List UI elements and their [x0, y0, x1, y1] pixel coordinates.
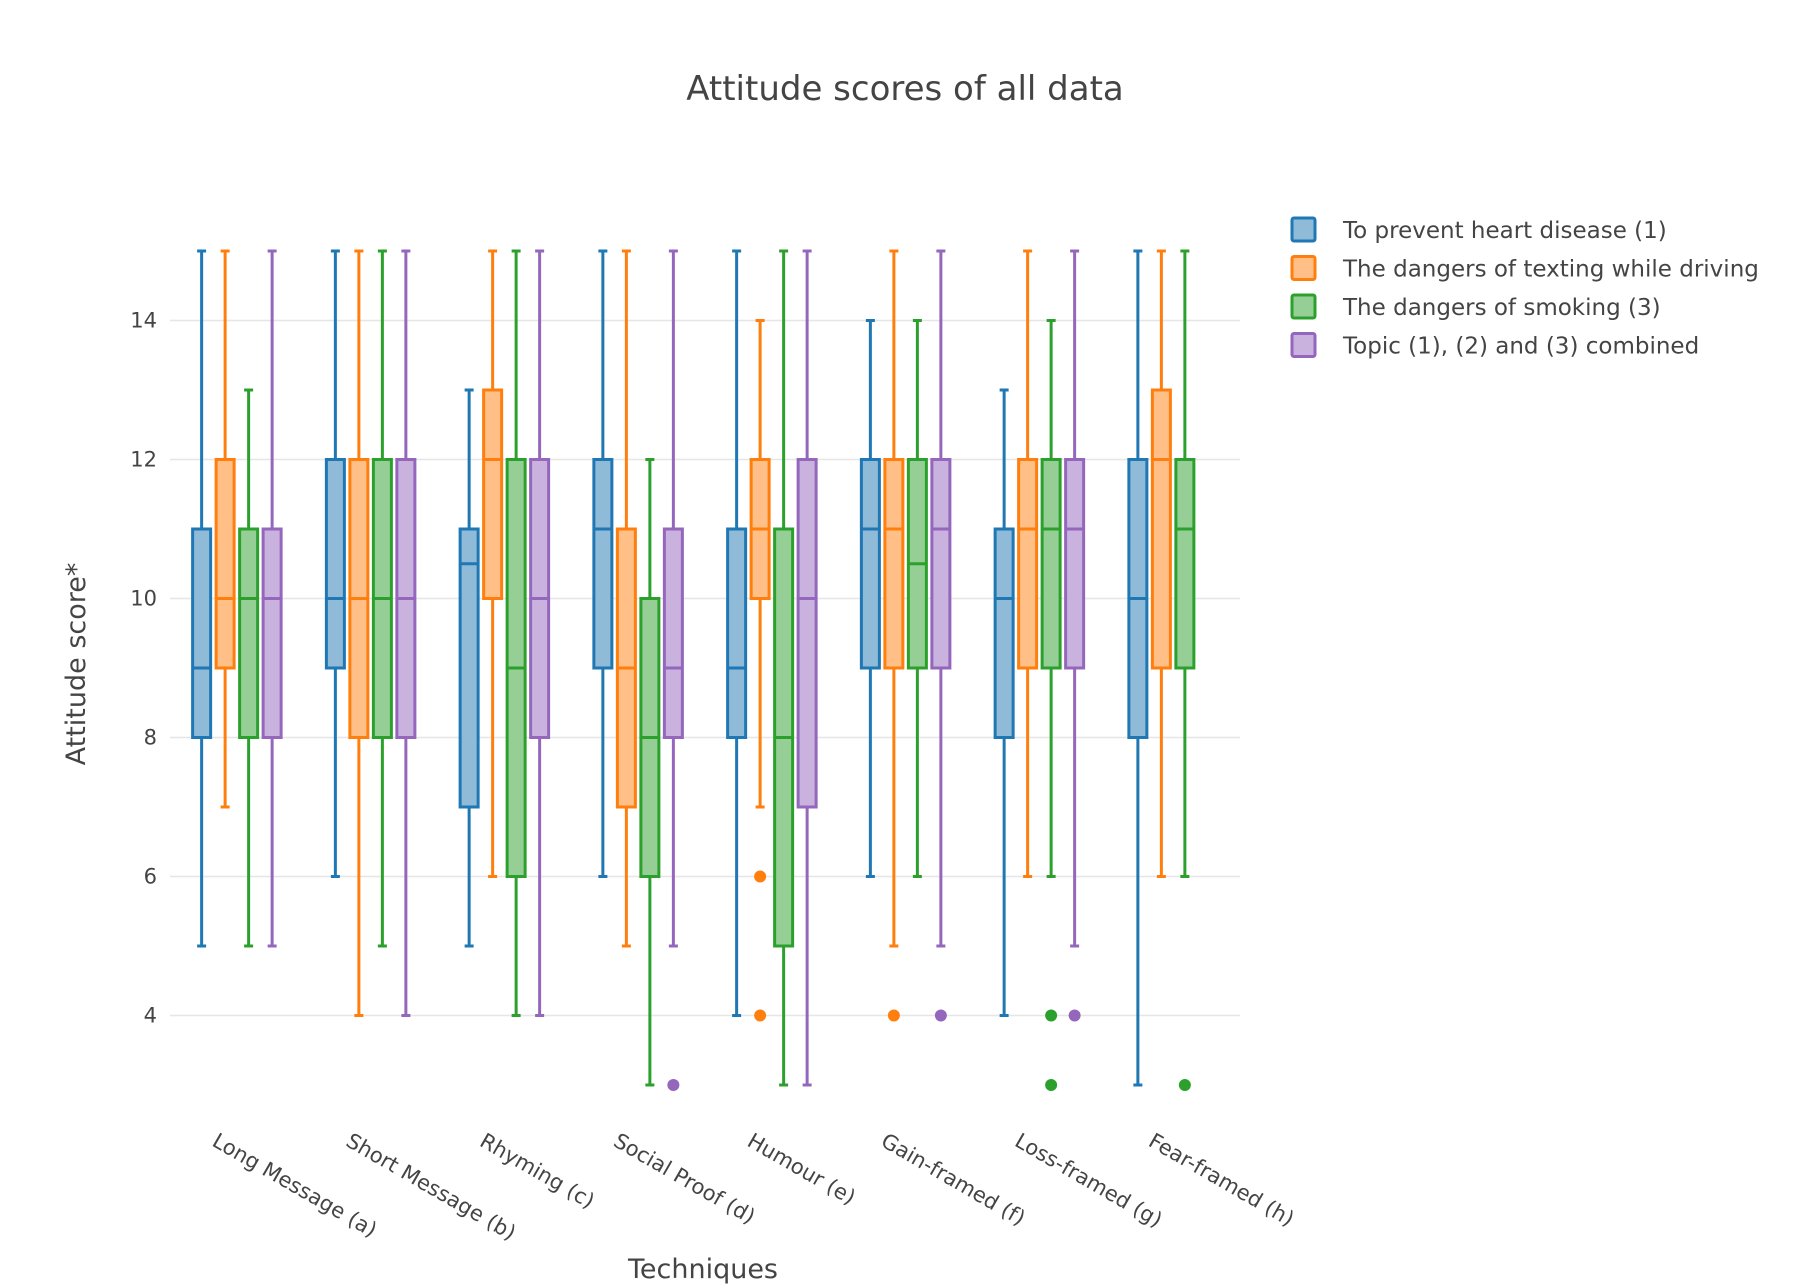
- iqr-box: [993, 527, 1015, 739]
- iqr-box: [458, 527, 480, 809]
- iqr-box: [1064, 458, 1086, 670]
- legend-label: The dangers of smoking (3): [1342, 295, 1661, 321]
- box-1-3: [458, 388, 480, 948]
- iqr-box: [662, 527, 684, 739]
- box-1-7: [993, 388, 1015, 1017]
- iqr-box: [482, 388, 504, 600]
- x-tick-label: Social Proof (d): [610, 1129, 760, 1229]
- box-1-4: [592, 249, 614, 878]
- box-3-4: [639, 458, 661, 1087]
- box-1-5: [726, 249, 748, 1017]
- outlier-point: [1068, 1009, 1081, 1022]
- box-4-3: [529, 249, 551, 1017]
- iqr-box: [796, 458, 818, 809]
- y-axis-ticks: 4 6 8 10 12 14: [130, 309, 157, 1028]
- y-tick-label: 4: [144, 1004, 157, 1028]
- box-2-4: [615, 249, 637, 948]
- y-tick-label: 10: [130, 587, 157, 611]
- iqr-box: [1040, 458, 1062, 670]
- legend-swatch: [1290, 332, 1317, 358]
- box-3-5: [773, 249, 795, 1087]
- x-tick-label: Fear-framed (h): [1145, 1129, 1299, 1232]
- iqr-box: [859, 458, 881, 670]
- y-tick-label: 6: [144, 865, 157, 889]
- box-2-1: [214, 249, 236, 809]
- box-4-6: [930, 249, 952, 1022]
- plot-area: [191, 249, 1196, 1091]
- y-tick-label: 8: [144, 726, 157, 750]
- legend-item-2[interactable]: The dangers of texting while driving: [1290, 255, 1759, 283]
- box-2-8: [1150, 249, 1172, 878]
- x-tick-label: Gain-framed (f): [877, 1129, 1029, 1231]
- legend-swatch: [1290, 216, 1317, 243]
- box-1-8: [1127, 249, 1149, 1087]
- iqr-box: [726, 527, 748, 739]
- x-tick-label: Humour (e): [743, 1129, 859, 1210]
- y-tick-label: 14: [130, 309, 157, 333]
- iqr-box: [191, 527, 213, 739]
- iqr-box: [930, 458, 952, 670]
- outlier-point: [754, 1009, 767, 1022]
- outlier-point: [1045, 1009, 1058, 1022]
- gridlines: [170, 319, 1240, 1017]
- box-4-1: [261, 249, 283, 948]
- box-3-3: [505, 249, 527, 1017]
- y-axis-title: Attitude score*: [61, 563, 92, 766]
- box-3-1: [238, 388, 260, 948]
- box-4-2: [395, 249, 417, 1017]
- iqr-box: [1017, 458, 1039, 670]
- x-axis-title: Techniques: [627, 1254, 778, 1284]
- outlier-point: [1178, 1079, 1191, 1091]
- iqr-box: [238, 527, 260, 739]
- chart-title: Attitude scores of all data: [686, 69, 1124, 109]
- legend[interactable]: To prevent heart disease (1) The dangers …: [1290, 216, 1759, 360]
- box-1-2: [324, 249, 346, 878]
- iqr-box: [214, 458, 236, 670]
- legend-item-1[interactable]: To prevent heart disease (1): [1290, 216, 1667, 244]
- legend-label: Topic (1), (2) and (3) combined: [1342, 334, 1699, 360]
- box-4-5: [796, 249, 818, 1087]
- outlier-point: [754, 870, 767, 883]
- x-axis-ticks: Long Message (a)Short Message (b)Rhyming…: [208, 1129, 1298, 1246]
- iqr-box: [883, 458, 905, 670]
- box-2-3: [482, 249, 504, 878]
- box-3-6: [906, 319, 928, 878]
- box-2-5: [749, 319, 771, 1022]
- box-3-7: [1040, 319, 1062, 1091]
- outlier-point: [667, 1079, 680, 1091]
- legend-swatch: [1290, 255, 1317, 281]
- box-2-2: [348, 249, 370, 1017]
- box-1-1: [191, 249, 213, 948]
- iqr-box: [592, 458, 614, 670]
- legend-item-4[interactable]: Topic (1), (2) and (3) combined: [1290, 332, 1699, 360]
- x-tick-label: Loss-framed (g): [1011, 1129, 1166, 1233]
- box-1-6: [859, 319, 881, 878]
- legend-item-3[interactable]: The dangers of smoking (3): [1290, 293, 1661, 321]
- legend-label: To prevent heart disease (1): [1342, 218, 1667, 244]
- x-tick-label: Rhyming (c): [476, 1129, 599, 1214]
- outlier-point: [934, 1009, 947, 1022]
- y-tick-label: 12: [130, 448, 157, 472]
- box-4-4: [662, 249, 684, 1091]
- box-2-7: [1017, 249, 1039, 878]
- box-3-2: [371, 249, 393, 948]
- box-2-6: [883, 249, 905, 1022]
- iqr-box: [1174, 458, 1196, 670]
- outlier-point: [1045, 1079, 1058, 1091]
- iqr-box: [261, 527, 283, 739]
- box-4-7: [1064, 249, 1086, 1022]
- iqr-box: [1150, 388, 1172, 670]
- outlier-point: [887, 1009, 900, 1022]
- box-3-8: [1174, 249, 1196, 1091]
- iqr-box: [324, 458, 346, 670]
- legend-label: The dangers of texting while driving: [1342, 257, 1759, 283]
- legend-swatch: [1290, 293, 1317, 320]
